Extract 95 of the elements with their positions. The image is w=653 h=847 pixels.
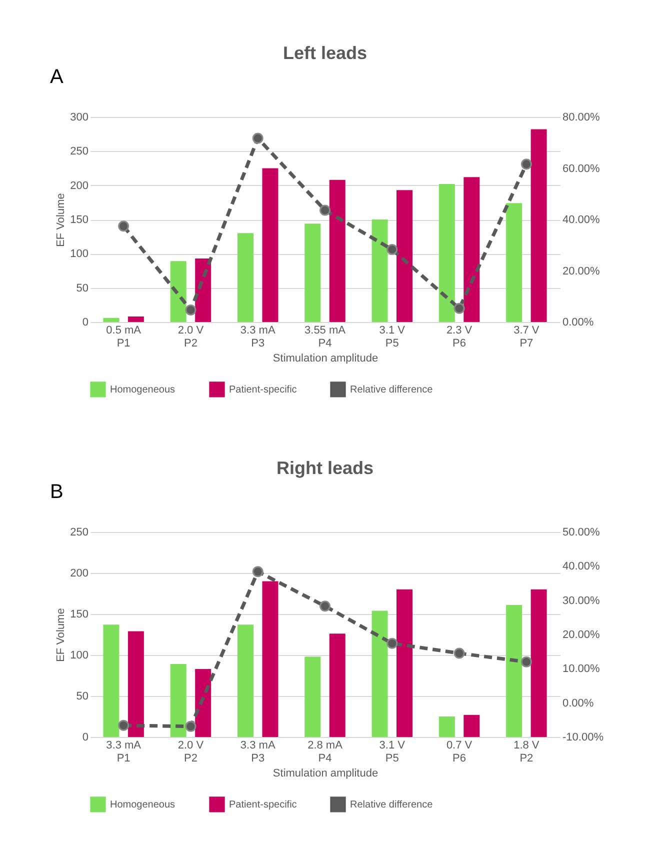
bar — [103, 318, 120, 322]
y-tick-label: 200 — [70, 180, 88, 192]
point — [386, 244, 398, 255]
y-tick-label: 200 — [70, 568, 88, 580]
y-tick-label: 250 — [70, 526, 88, 538]
y2-tick-label: 30.00% — [562, 594, 600, 607]
y-tick-label: 150 — [70, 214, 88, 226]
point — [252, 132, 264, 144]
y-tick-label: 150 — [70, 608, 88, 620]
x-tick-label: 2.0 V P2 — [178, 324, 204, 350]
x-axis-title: Stimulation amplitude — [272, 352, 378, 364]
bar — [195, 258, 212, 322]
bar — [262, 168, 278, 322]
y2-tick-label: 10.00% — [562, 663, 600, 676]
point — [320, 600, 330, 612]
bar — [237, 624, 254, 737]
y-tick-label: 300 — [70, 112, 88, 124]
point — [454, 648, 465, 659]
x-tick-label: 3.7 V P7 — [514, 324, 540, 350]
bar — [506, 203, 522, 322]
bar — [530, 589, 547, 737]
point — [520, 656, 532, 668]
point — [185, 304, 196, 316]
x-tick-label: 2.0 V P2 — [178, 740, 204, 764]
y2-tick-label: 0.00% — [562, 316, 594, 328]
bar — [438, 184, 455, 322]
bar — [530, 129, 547, 322]
y2-tick-label: 60.00% — [562, 162, 600, 175]
y2-tick-label: 40.00% — [562, 560, 600, 573]
text: B — [50, 481, 64, 503]
bar — [304, 224, 321, 322]
y-tick-label: 50 — [76, 690, 88, 702]
bar — [372, 220, 388, 322]
bar — [170, 664, 186, 737]
chart-title: Right leads — [276, 458, 374, 478]
bar — [372, 610, 388, 737]
x-tick-label: 1.8 V P2 — [514, 740, 540, 764]
bar — [396, 589, 413, 737]
y-tick-label: 0 — [82, 732, 88, 744]
x-tick-label: 2.3 V P6 — [446, 324, 473, 350]
legend-label: Homogeneous — [110, 384, 176, 396]
point — [520, 158, 532, 170]
bar — [128, 316, 144, 322]
bar — [128, 631, 144, 737]
x-tick-label: 3.3 mA P3 — [240, 324, 276, 350]
bar — [237, 233, 254, 322]
bar — [438, 716, 455, 737]
text: A — [50, 66, 64, 88]
y-axis-title: EF Volume — [55, 193, 68, 247]
y2-tick-label: 20.00% — [562, 629, 600, 641]
x-tick-label: 0.7 V P6 — [446, 740, 473, 764]
bar — [304, 656, 321, 737]
bar — [262, 581, 278, 737]
bar — [464, 714, 480, 737]
x-tick-label: 3.55 mA P4 — [304, 324, 346, 350]
legend-label: Patient-specific — [229, 799, 297, 810]
point — [118, 720, 130, 731]
point — [252, 566, 264, 578]
legend-label: Relative difference — [350, 384, 434, 396]
bar — [103, 624, 120, 737]
y-axis-title: EF Volume — [55, 608, 68, 662]
y2-tick-label: -10.00% — [562, 732, 604, 744]
y2-tick-label: 40.00% — [562, 214, 600, 226]
legend-label: Patient-specific — [229, 384, 297, 396]
point — [386, 638, 398, 649]
bar — [329, 634, 346, 737]
chart-title: Left leads — [282, 43, 368, 63]
y2-tick-label: 0.00% — [562, 697, 594, 710]
point — [320, 204, 330, 216]
y2-tick-label: 50.00% — [562, 526, 600, 538]
x-tick-label: 3.3 mA P3 — [240, 740, 276, 764]
x-tick-label: 2.8 mA P4 — [308, 740, 344, 764]
bar — [464, 177, 480, 322]
x-tick-label: 3.3 mA P1 — [106, 740, 142, 764]
y2-tick-label: 20.00% — [562, 265, 600, 278]
legend-label: Relative difference — [350, 799, 434, 810]
x-tick-label: 0.5 mA P1 — [106, 324, 142, 350]
bar — [329, 180, 346, 322]
y2-tick-label: 80.00% — [562, 112, 600, 124]
point — [185, 720, 196, 732]
point — [454, 302, 465, 314]
x-tick-label: 3.1 V P5 — [379, 324, 406, 350]
y-tick-label: 100 — [70, 248, 88, 260]
bar — [195, 668, 212, 737]
legend-label: Homogeneous — [110, 799, 176, 810]
y-tick-label: 50 — [76, 282, 88, 294]
y-tick-label: 0 — [82, 316, 88, 328]
bar — [396, 190, 413, 322]
bar — [170, 261, 186, 322]
x-tick-label: 3.1 V P5 — [379, 740, 406, 764]
x-axis-title: Stimulation amplitude — [272, 768, 378, 780]
y-tick-label: 100 — [70, 650, 88, 662]
bar — [506, 604, 522, 737]
point — [118, 220, 130, 232]
y-tick-label: 250 — [70, 146, 88, 158]
